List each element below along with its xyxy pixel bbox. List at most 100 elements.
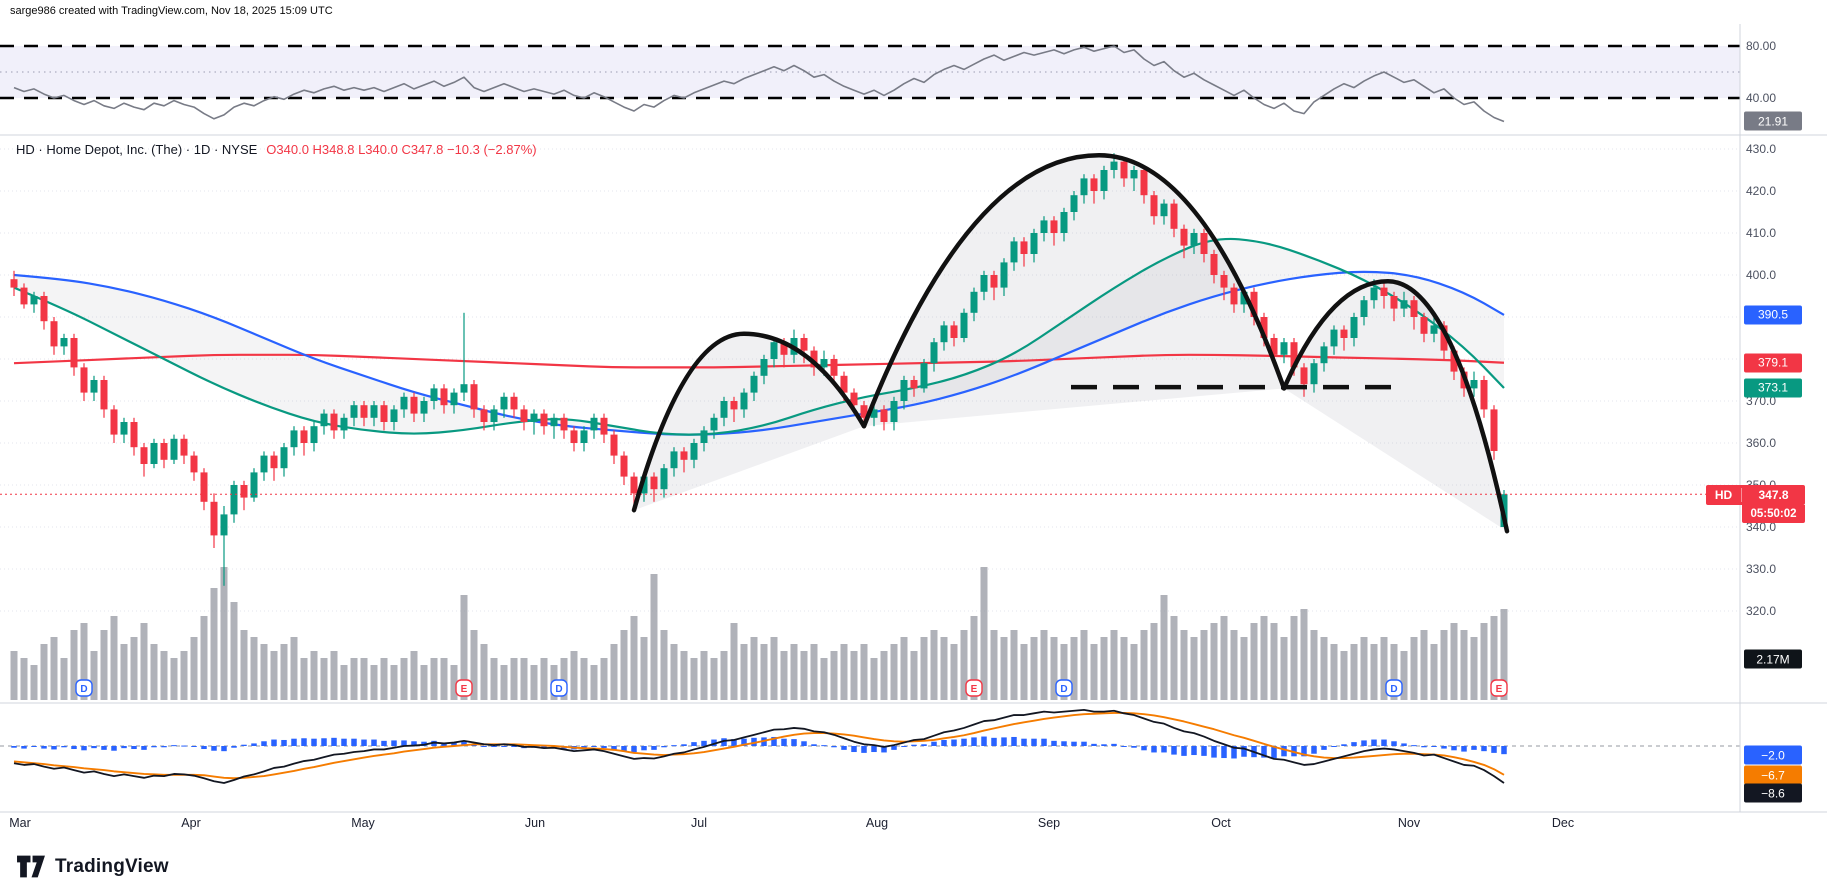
candle-body: [120, 422, 128, 435]
volume-bar: [1020, 644, 1028, 700]
candle-body: [650, 476, 658, 490]
macd-histogram-bar: [1421, 746, 1427, 748]
macd-histogram-bar: [1221, 746, 1227, 759]
macd-histogram-bar: [751, 737, 757, 746]
macd-histogram-bar: [1171, 746, 1177, 755]
macd-histogram-bar: [1481, 746, 1487, 752]
volume-bar: [1440, 630, 1448, 700]
left-shoulder-fill: [634, 333, 864, 511]
earnings-marker-icon[interactable]: [965, 679, 983, 697]
candle-body: [220, 514, 228, 536]
dividend-marker-icon[interactable]: [75, 679, 93, 697]
candle-body: [310, 426, 318, 443]
volume-bar: [220, 567, 228, 700]
dividend-marker-icon[interactable]: [1385, 679, 1403, 697]
macd-histogram-bar: [461, 741, 467, 746]
candle-body: [980, 275, 988, 292]
macd-histogram-bar: [71, 746, 77, 750]
earnings-marker-icon[interactable]: [455, 679, 473, 697]
right-shoulder-fill: [1284, 281, 1507, 532]
macd-histogram-bar: [291, 738, 297, 746]
volume-bar: [800, 651, 808, 700]
dividend-marker-icon[interactable]: [550, 679, 568, 697]
candle-body: [160, 443, 168, 460]
macd-histogram-bar: [1181, 746, 1187, 756]
last-price-value: 347.8: [1758, 488, 1789, 502]
candle-body: [420, 401, 428, 414]
dividend-marker-letter: D: [1060, 684, 1067, 695]
dividend-marker-icon[interactable]: [1055, 679, 1073, 697]
candle-body: [350, 405, 358, 418]
symbol-legend[interactable]: HD · Home Depot, Inc. (The) · 1D · NYSE …: [16, 142, 537, 157]
macd-histogram-bar: [601, 746, 607, 749]
candle-body: [100, 380, 108, 410]
candle-body: [630, 476, 638, 494]
candle-body: [1140, 170, 1148, 196]
earnings-marker-letter: E: [971, 684, 978, 695]
volume-bar: [10, 651, 18, 700]
candle-body: [340, 417, 348, 431]
volume-bar: [540, 658, 548, 700]
candle-body: [240, 485, 248, 498]
volume-bar: [1420, 630, 1428, 700]
volume-bar: [780, 651, 788, 700]
candle-body: [190, 455, 198, 473]
volume-bar: [430, 658, 438, 700]
earnings-marker-icon[interactable]: [1490, 679, 1508, 697]
volume-bar: [410, 651, 418, 700]
macd-histogram-bar: [191, 746, 197, 747]
macd-histogram-bar: [941, 739, 947, 746]
volume-bar: [740, 644, 748, 700]
candle-body: [1360, 300, 1368, 317]
macd-histogram-bar: [1441, 746, 1447, 749]
candle-body: [1350, 317, 1358, 338]
volume-bar: [110, 616, 118, 700]
volume-bar: [940, 637, 948, 700]
macd-histogram-bar: [1371, 739, 1377, 746]
volume-value-badge: 2.17M: [1744, 649, 1802, 669]
head-arc: [861, 153, 1287, 429]
candle-body: [840, 375, 848, 393]
volume-bar: [50, 637, 58, 700]
candle-body: [1100, 170, 1108, 191]
tradingview-logo[interactable]: TradingView: [16, 854, 169, 879]
macd-histogram-bar: [671, 745, 677, 747]
macd-histogram-bar: [1311, 746, 1317, 754]
candle-body: [1480, 380, 1488, 410]
volume-bar: [190, 637, 198, 700]
macd-histogram-bar: [301, 738, 307, 746]
macd-histogram-bar: [271, 739, 277, 746]
macd-histogram-bar: [371, 739, 377, 746]
candle-body: [950, 325, 958, 338]
candle-body: [1090, 178, 1098, 191]
macd-histogram-bar: [1431, 746, 1437, 747]
candle-body: [550, 417, 558, 427]
candle-body: [610, 434, 618, 456]
macd-histogram-bar: [1001, 737, 1007, 746]
candle-body: [730, 401, 738, 410]
macd-histogram-bar: [1281, 746, 1287, 757]
volume-bar: [1060, 644, 1068, 700]
candle-body: [210, 501, 218, 536]
volume-bar: [1220, 616, 1228, 700]
candle-body: [1030, 233, 1038, 254]
macd-histogram-bar: [111, 746, 117, 751]
candle-body: [130, 422, 138, 448]
earnings-marker-letter: E: [461, 684, 468, 695]
volume-bar: [790, 644, 798, 700]
symbol-title: HD · Home Depot, Inc. (The) · 1D · NYSE: [16, 142, 258, 157]
macd-histogram-bar: [701, 740, 707, 746]
candle-body: [640, 476, 648, 494]
macd-histogram-bar: [361, 739, 367, 746]
candle-body: [920, 363, 928, 389]
macd-histogram-bar: [891, 746, 897, 750]
volume-bar: [600, 658, 608, 700]
left-shoulder-arc: [631, 331, 867, 513]
volume-bar: [1480, 623, 1488, 700]
macd-histogram-bar: [821, 745, 827, 747]
candle-body: [400, 396, 408, 410]
last-price-symbol: HD: [1706, 488, 1742, 502]
volume-bar: [1110, 630, 1118, 700]
macd-histogram-bar: [51, 746, 57, 750]
